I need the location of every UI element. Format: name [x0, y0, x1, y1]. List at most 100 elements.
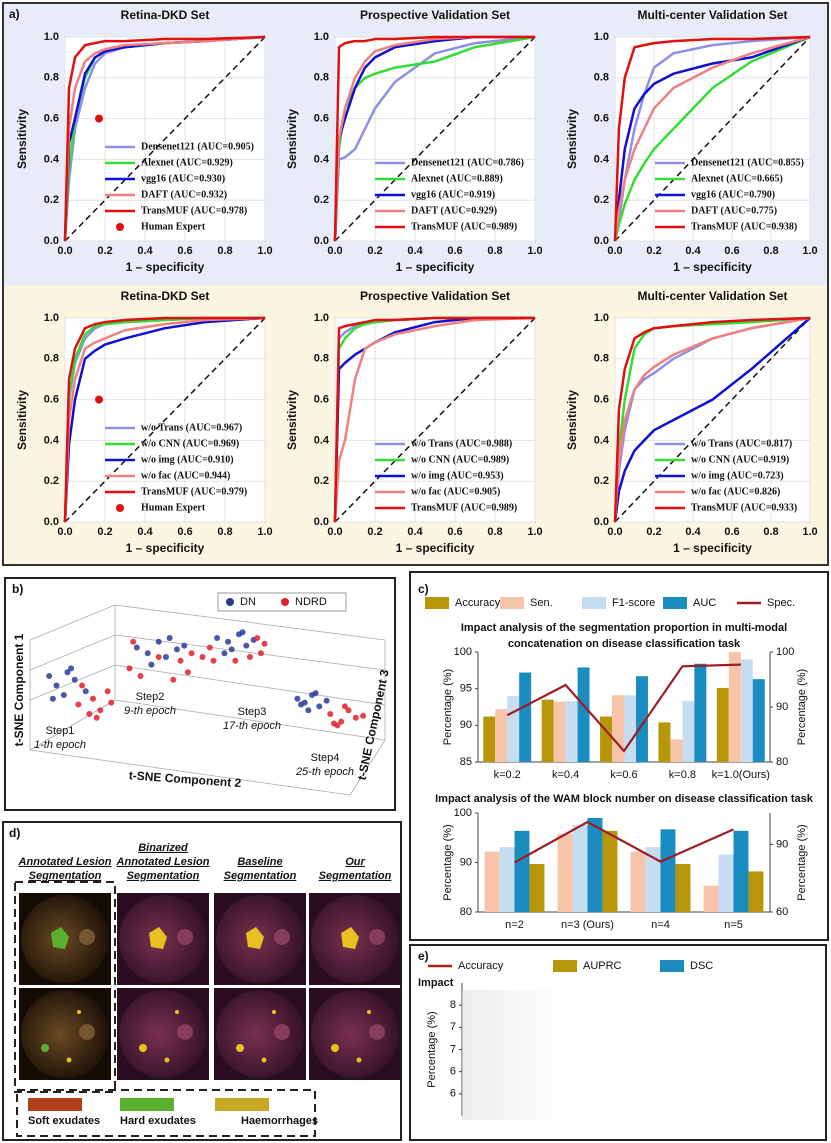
optic-disc — [79, 1024, 95, 1040]
y-tick-label: 7 — [450, 1021, 456, 1033]
bar — [565, 701, 578, 762]
legend-label: TransMUF (AUC=0.989) — [411, 221, 517, 232]
y-tick-label: 0.0 — [594, 235, 609, 247]
legend-swatch — [500, 597, 524, 609]
y-tick-label: 0.2 — [594, 475, 609, 487]
x-tick-label: 0.2 — [646, 526, 661, 538]
y-tick-label: 0.8 — [594, 72, 609, 84]
chart-title: Retina-DKD Set — [121, 289, 210, 303]
y-axis-label: Sensitivity — [15, 390, 29, 450]
dashed-box — [14, 881, 116, 1093]
point — [338, 718, 345, 725]
bar — [577, 667, 590, 762]
bar — [682, 701, 695, 762]
y-tick-label: 0.8 — [44, 353, 59, 365]
step-label: Step3 — [238, 706, 267, 718]
legend-box — [217, 592, 347, 612]
y-tick-label: 1.0 — [44, 312, 59, 324]
bar — [694, 663, 707, 762]
legend-label: Human Expert — [141, 221, 206, 232]
point — [93, 714, 100, 721]
point — [75, 701, 82, 708]
x-axis-label: 1 – specificity — [126, 260, 205, 274]
y-tick-label: 1.0 — [314, 31, 329, 43]
x-tick-label: 0.8 — [217, 526, 232, 538]
panel-b-frame — [4, 577, 396, 811]
axis-box — [349, 739, 386, 796]
x-tick-label: 0.6 — [177, 245, 192, 257]
legend-label: Alexnet (AUC=0.929) — [141, 157, 233, 168]
y-axis-label: Sensitivity — [565, 390, 579, 450]
legend-label: NDRD — [295, 596, 327, 608]
point — [95, 114, 103, 123]
bar — [514, 830, 530, 912]
chart-title: Prospective Validation Set — [360, 289, 510, 303]
bar — [740, 659, 753, 762]
point — [82, 688, 89, 695]
x-tick-label: 0.8 — [487, 526, 502, 538]
y-tick-label: 0.6 — [594, 113, 609, 125]
point — [155, 638, 162, 645]
roc-curve — [613, 317, 811, 523]
panel-label: a) — [9, 7, 20, 21]
y-axis-label: t-SNE Component 1 — [12, 633, 26, 746]
y-tick-label: 0.0 — [44, 235, 59, 247]
chance-line — [64, 36, 266, 242]
y-tick-label: 0.6 — [314, 113, 329, 125]
legend-label: w/o CNN (AUC=0.919) — [691, 454, 789, 465]
axis-box — [114, 699, 386, 741]
chart-title: Impact analysis of the segmentation prop… — [461, 622, 787, 634]
point — [155, 654, 162, 660]
y-tick-label: 0.0 — [314, 235, 329, 247]
x-tick-label: n=2 — [505, 919, 524, 931]
bar — [600, 716, 613, 762]
step-label: Step1 — [46, 725, 75, 737]
bar — [728, 652, 741, 762]
chart-title: Impact — [418, 977, 454, 989]
point — [341, 703, 348, 710]
bar — [499, 847, 515, 912]
point — [170, 676, 177, 683]
point — [261, 640, 268, 647]
legend-label: DAFT (AUC=0.775) — [691, 205, 777, 216]
legend-swatch — [660, 960, 684, 972]
legend-label: TransMUF (AUC=0.933) — [691, 502, 797, 513]
legend-label: DAFT (AUC=0.932) — [141, 189, 227, 200]
epoch-label: 9-th epoch — [124, 705, 176, 717]
point — [243, 642, 250, 649]
point — [327, 711, 334, 717]
fundus — [119, 990, 207, 1078]
bar — [557, 833, 573, 912]
bar — [507, 696, 520, 762]
legend-label: TransMUF (AUC=0.938) — [691, 221, 797, 232]
optic-disc — [369, 929, 385, 945]
y-tick-label: 1.0 — [44, 31, 59, 43]
point — [206, 644, 213, 651]
axis-box — [114, 664, 386, 706]
roc-curve — [333, 316, 536, 523]
legend-label: w/o fac (AUC=0.944) — [141, 470, 230, 481]
y-tick-label: 0.2 — [594, 194, 609, 206]
point — [173, 646, 180, 653]
chart-title: concatenation on disease classification … — [508, 638, 741, 650]
y-tick-label: 0.8 — [314, 72, 329, 84]
y-tick-label: 90 — [460, 719, 472, 731]
x-tick-label: 0.2 — [367, 245, 382, 257]
faded-region — [462, 990, 602, 1120]
lesion — [66, 1057, 72, 1063]
x-tick-label: 0.4 — [407, 526, 423, 538]
roc-curve — [63, 316, 266, 523]
x-tick-label: 0.6 — [724, 526, 739, 538]
legend-label: Hard exudates — [120, 1115, 196, 1127]
legend-label: Accuracy — [458, 960, 504, 972]
bar — [529, 863, 545, 912]
point — [298, 701, 305, 708]
point — [330, 720, 337, 727]
lesion — [164, 1057, 170, 1063]
x-tick-label: 1.0 — [257, 526, 272, 538]
bar — [484, 851, 500, 912]
line-series — [513, 820, 734, 864]
y-tick-label: 7 — [450, 1043, 456, 1055]
panel-label: e) — [418, 949, 429, 963]
y-tick-label: 1.0 — [594, 312, 609, 324]
